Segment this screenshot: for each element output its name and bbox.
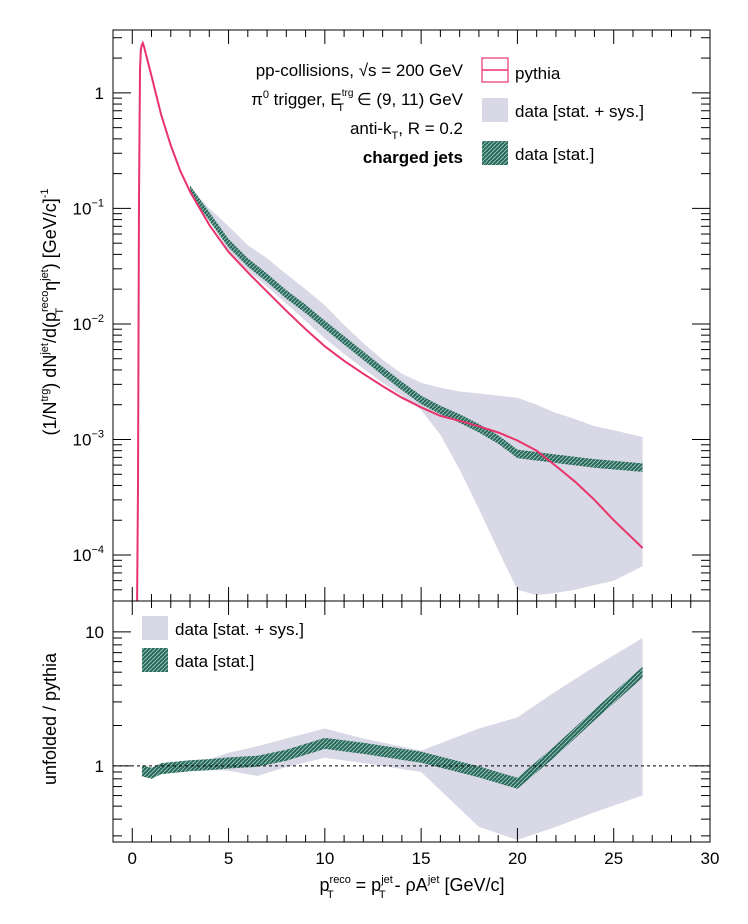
annotation-collisions: pp-collisions, √s = 200 GeV <box>256 61 464 80</box>
bottom-legend: data [stat. + sys.] data [stat.] <box>142 616 304 672</box>
x-tick-label: 20 <box>508 849 527 868</box>
top-y-ticks: 1 10−1 10−2 10−3 10−4 <box>73 37 710 602</box>
bottom-y-tick-label: 1 <box>95 757 104 776</box>
pythia-line <box>136 40 644 601</box>
bottom-legend-stat-swatch <box>142 648 168 672</box>
bottom-y-ticks: 1 10 <box>85 623 710 837</box>
top-sys-band-layer <box>190 188 643 596</box>
legend-stat-label: data [stat.] <box>515 145 594 164</box>
top-panel: 1 10−1 10−2 10−3 10−4 pp-collisions, √s = 20… <box>39 29 711 602</box>
bottom-stat-band <box>141 666 643 789</box>
x-tick-label: 0 <box>128 849 137 868</box>
x-tick-label: 25 <box>604 849 623 868</box>
x-axis-label: preco T = pjet T - ρAjet [GeV/c] <box>320 874 505 901</box>
x-tick-label: 10 <box>315 849 334 868</box>
bottom-y-axis-label: unfolded / pythia <box>40 652 60 785</box>
x-tick-label: 15 <box>412 849 431 868</box>
bottom-legend-stat-label: data [stat.] <box>175 652 254 671</box>
top-y-tick-label: 10−2 <box>73 313 104 334</box>
top-sys-band <box>190 188 643 596</box>
legend-pythia-label: pythia <box>515 64 561 83</box>
top-y-tick-label: 10−4 <box>73 544 104 565</box>
annotation-charged-jets: charged jets <box>363 148 463 167</box>
x-tick-label: 5 <box>224 849 233 868</box>
bottom-panel: 1 10 0 5 10 15 20 25 30 data [stat. + sys.] dat… <box>40 600 720 901</box>
top-legend: pythia data [stat. + sys.] data [stat.] <box>481 57 644 165</box>
bottom-sys-band-layer <box>170 638 643 840</box>
legend-stat-swatch <box>482 141 508 165</box>
top-y-axis-label: (1/Ntrg) dNjet/d(preco Tηjet) [GeV/c]-1 <box>39 188 66 435</box>
x-tick-label: 30 <box>701 849 720 868</box>
bottom-stat-band-layer <box>141 666 643 789</box>
annotation-algorithm: anti-kT, R = 0.2 <box>350 119 463 142</box>
bottom-sys-band <box>170 638 643 840</box>
bottom-legend-sys-label: data [stat. + sys.] <box>175 620 304 639</box>
legend-sys-swatch <box>482 98 508 122</box>
top-line-layer <box>136 40 644 601</box>
top-y-tick-label: 1 <box>95 84 104 103</box>
top-y-tick-label: 10−3 <box>73 428 104 449</box>
top-x-ticks <box>131 30 711 601</box>
top-y-tick-label: 10−1 <box>73 197 104 218</box>
bottom-y-tick-label: 10 <box>85 623 104 642</box>
bottom-x-ticks: 0 5 10 15 20 25 30 <box>128 601 720 868</box>
bottom-legend-sys-swatch <box>142 616 168 640</box>
legend-sys-label: data [stat. + sys.] <box>515 102 644 121</box>
annotation-trigger: π0 trigger, Etrg T ∈ (9, 11) GeV <box>251 88 464 114</box>
bottom-frame <box>112 600 711 843</box>
